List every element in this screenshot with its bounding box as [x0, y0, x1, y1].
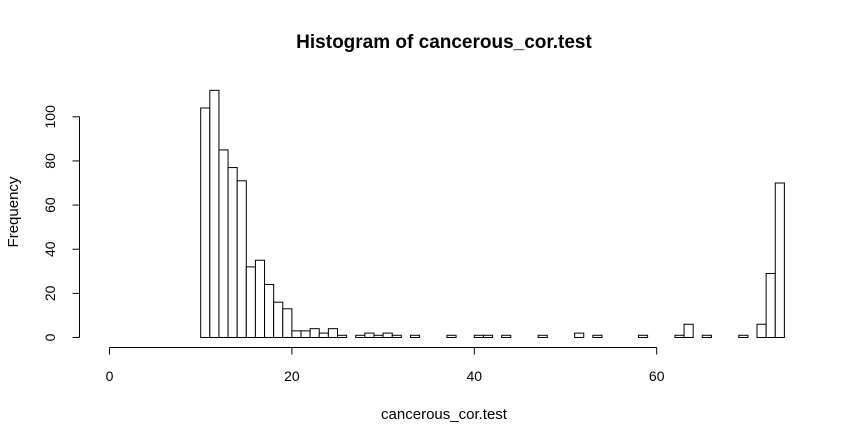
histogram-bar — [373, 334, 384, 339]
histogram-bar — [738, 334, 749, 339]
y-axis-label: Frequency — [5, 176, 22, 247]
x-tick-label: 0 — [106, 368, 114, 384]
x-axis: 0 20 40 60 — [106, 347, 665, 384]
histogram-bar — [318, 332, 329, 338]
histogram-bar — [756, 323, 767, 339]
bars-group — [200, 89, 785, 339]
histogram-bar — [227, 167, 238, 338]
histogram-bar — [774, 182, 785, 338]
histogram-bar — [327, 328, 339, 339]
chart-title: Histogram of cancerous_cor.test — [296, 32, 592, 53]
histogram-bar — [309, 328, 320, 339]
histogram-bar — [245, 266, 256, 339]
histogram-bar — [637, 334, 649, 339]
y-tick-label: 60 — [42, 197, 58, 213]
y-tick-label: 80 — [42, 153, 58, 169]
histogram-bar — [592, 334, 603, 339]
histogram-bar — [537, 334, 548, 339]
histogram-bar — [337, 334, 348, 339]
histogram-bar — [291, 330, 302, 339]
histogram-bar — [701, 334, 712, 339]
histogram-bar — [209, 89, 220, 338]
histogram-bar — [391, 334, 402, 339]
histogram-bar — [264, 284, 275, 338]
y-tick-label: 40 — [42, 241, 58, 257]
y-axis: 0 20 40 60 80 100 — [42, 105, 80, 341]
histogram-bar — [574, 332, 585, 338]
histogram-bar — [282, 308, 293, 338]
histogram-bar — [765, 273, 776, 338]
x-tick-label: 60 — [649, 368, 665, 384]
histogram-bar — [273, 301, 284, 339]
x-axis-label: cancerous_cor.test — [381, 406, 508, 423]
histogram-bar — [683, 323, 694, 339]
histogram-bar — [364, 332, 375, 338]
histogram-bar — [300, 330, 311, 339]
histogram-bar — [409, 334, 421, 339]
histogram-bar — [482, 334, 494, 339]
histogram-bar — [218, 149, 229, 338]
histogram-bar — [674, 334, 685, 339]
x-tick-label: 20 — [284, 368, 300, 384]
y-tick-label: 100 — [42, 105, 58, 129]
y-tick-label: 0 — [42, 333, 58, 341]
histogram-bar — [200, 107, 211, 338]
histogram-bar — [355, 334, 366, 339]
histogram-bar — [382, 332, 393, 338]
histogram-bar — [501, 334, 512, 339]
y-tick-label: 20 — [42, 285, 58, 301]
x-tick-label: 40 — [467, 368, 483, 384]
histogram-bar — [473, 334, 484, 339]
histogram-bar — [236, 180, 247, 338]
histogram-bar — [446, 334, 457, 339]
histogram-bar — [254, 259, 266, 338]
